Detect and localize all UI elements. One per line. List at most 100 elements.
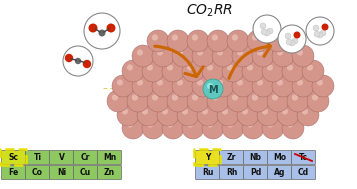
Circle shape bbox=[192, 94, 198, 101]
Circle shape bbox=[292, 75, 314, 97]
FancyBboxPatch shape bbox=[1, 166, 25, 180]
Circle shape bbox=[157, 79, 163, 86]
Circle shape bbox=[257, 104, 279, 126]
FancyBboxPatch shape bbox=[50, 166, 74, 180]
Circle shape bbox=[122, 108, 128, 115]
Circle shape bbox=[203, 79, 223, 99]
Circle shape bbox=[227, 90, 249, 112]
Circle shape bbox=[137, 49, 143, 56]
Text: Nb: Nb bbox=[250, 153, 261, 162]
Circle shape bbox=[306, 17, 334, 45]
Circle shape bbox=[212, 75, 234, 97]
Circle shape bbox=[152, 75, 174, 97]
Circle shape bbox=[212, 94, 218, 101]
Text: Fe: Fe bbox=[8, 168, 19, 177]
Circle shape bbox=[182, 108, 188, 115]
Circle shape bbox=[297, 104, 319, 126]
Circle shape bbox=[297, 49, 303, 56]
Circle shape bbox=[212, 34, 218, 41]
Circle shape bbox=[267, 28, 273, 34]
Circle shape bbox=[222, 108, 228, 115]
Circle shape bbox=[207, 121, 213, 128]
Circle shape bbox=[172, 75, 194, 97]
Circle shape bbox=[147, 121, 153, 128]
Text: Y: Y bbox=[205, 153, 210, 162]
Circle shape bbox=[312, 94, 318, 101]
Circle shape bbox=[197, 49, 203, 56]
FancyBboxPatch shape bbox=[243, 150, 267, 164]
Circle shape bbox=[262, 117, 284, 139]
FancyBboxPatch shape bbox=[25, 150, 50, 164]
Text: V: V bbox=[59, 153, 64, 162]
Text: Rh: Rh bbox=[226, 168, 237, 177]
FancyBboxPatch shape bbox=[196, 150, 220, 164]
Circle shape bbox=[314, 31, 320, 37]
Circle shape bbox=[172, 45, 194, 67]
FancyBboxPatch shape bbox=[220, 166, 243, 180]
Circle shape bbox=[162, 108, 168, 115]
Circle shape bbox=[217, 79, 223, 86]
Circle shape bbox=[227, 30, 249, 52]
Text: Mn: Mn bbox=[103, 153, 116, 162]
Circle shape bbox=[65, 54, 73, 62]
Text: Tc: Tc bbox=[299, 153, 308, 162]
Circle shape bbox=[292, 94, 298, 101]
Circle shape bbox=[277, 49, 283, 56]
Circle shape bbox=[272, 75, 294, 97]
Circle shape bbox=[242, 117, 264, 139]
Circle shape bbox=[167, 64, 173, 70]
Circle shape bbox=[117, 79, 123, 86]
Circle shape bbox=[227, 121, 233, 128]
Circle shape bbox=[282, 108, 288, 115]
Circle shape bbox=[152, 34, 158, 41]
Circle shape bbox=[252, 45, 274, 67]
Circle shape bbox=[278, 25, 306, 53]
Circle shape bbox=[197, 79, 203, 86]
Circle shape bbox=[264, 30, 270, 36]
Circle shape bbox=[232, 34, 238, 41]
FancyBboxPatch shape bbox=[74, 166, 97, 180]
Circle shape bbox=[75, 58, 81, 64]
Circle shape bbox=[112, 75, 134, 97]
Circle shape bbox=[292, 38, 298, 44]
Circle shape bbox=[277, 79, 283, 86]
Circle shape bbox=[202, 108, 208, 115]
FancyBboxPatch shape bbox=[292, 150, 316, 164]
Text: Cr: Cr bbox=[81, 153, 90, 162]
Text: M: M bbox=[208, 85, 218, 95]
Circle shape bbox=[132, 75, 154, 97]
FancyBboxPatch shape bbox=[74, 150, 97, 164]
Circle shape bbox=[63, 46, 93, 76]
Circle shape bbox=[289, 40, 295, 46]
Circle shape bbox=[286, 39, 292, 45]
Circle shape bbox=[172, 94, 178, 101]
Circle shape bbox=[302, 108, 308, 115]
Circle shape bbox=[257, 79, 263, 86]
Circle shape bbox=[152, 45, 174, 67]
Circle shape bbox=[212, 45, 234, 67]
Circle shape bbox=[267, 121, 273, 128]
Circle shape bbox=[142, 60, 164, 82]
FancyBboxPatch shape bbox=[292, 166, 316, 180]
Circle shape bbox=[293, 32, 301, 39]
Circle shape bbox=[247, 30, 269, 52]
Circle shape bbox=[267, 30, 289, 52]
Circle shape bbox=[187, 64, 193, 70]
Circle shape bbox=[162, 117, 184, 139]
FancyBboxPatch shape bbox=[220, 150, 243, 164]
FancyBboxPatch shape bbox=[267, 166, 292, 180]
Circle shape bbox=[89, 23, 97, 33]
Circle shape bbox=[287, 90, 309, 112]
Circle shape bbox=[147, 30, 169, 52]
FancyBboxPatch shape bbox=[243, 166, 267, 180]
Circle shape bbox=[282, 117, 304, 139]
Circle shape bbox=[172, 34, 178, 41]
Circle shape bbox=[187, 30, 209, 52]
Circle shape bbox=[106, 23, 116, 33]
Circle shape bbox=[322, 23, 328, 30]
Text: Ru: Ru bbox=[202, 168, 213, 177]
Circle shape bbox=[122, 60, 144, 82]
Circle shape bbox=[182, 60, 204, 82]
Circle shape bbox=[285, 33, 291, 39]
Circle shape bbox=[157, 104, 179, 126]
